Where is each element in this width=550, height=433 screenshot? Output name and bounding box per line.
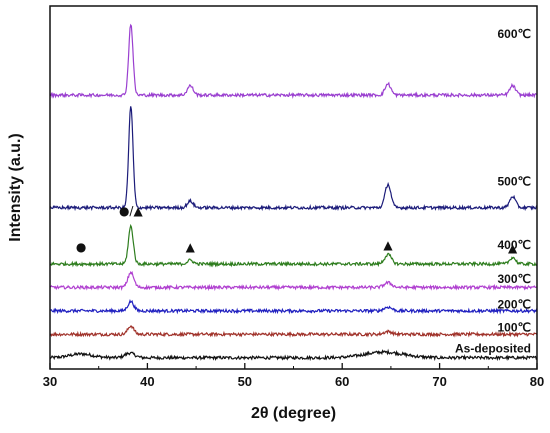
series-line-c500 — [49, 106, 538, 212]
annotations-layer: ● ●/▲ ▲ ▲ ▲ — [76, 204, 518, 255]
plot-frame — [49, 5, 538, 370]
series-label-c200: 200℃ — [498, 297, 532, 311]
series-line-as_deposited — [49, 348, 538, 362]
series-line-c200 — [49, 299, 538, 315]
x-tick-label: 60 — [335, 374, 349, 389]
series-line-c600 — [49, 23, 538, 99]
x-tick-label: 40 — [140, 374, 154, 389]
phase-marker: ▲ — [383, 238, 393, 252]
series-label-as_deposited: As-deposited — [455, 341, 531, 355]
phase-marker: ● — [76, 240, 86, 254]
series-line-c100 — [49, 325, 538, 339]
x-axis-title: 2θ (degree) — [251, 405, 336, 422]
series-label-c300: 300℃ — [498, 272, 532, 286]
series-label-c600: 600℃ — [498, 27, 532, 41]
series-labels-layer: As-deposited 100℃ 200℃ 300℃ 400℃ 500℃ 600℃ — [455, 27, 531, 355]
curves-layer — [49, 23, 538, 362]
x-tick-label: 80 — [530, 374, 544, 389]
series-label-c500: 500℃ — [498, 174, 532, 188]
x-tick-label: 30 — [43, 374, 57, 389]
series-label-c100: 100℃ — [498, 321, 532, 335]
series-label-c400: 400℃ — [498, 238, 532, 252]
series-line-c400 — [49, 223, 538, 268]
phase-marker: ●/▲ — [119, 204, 144, 218]
phase-marker: ▲ — [186, 240, 196, 254]
x-tick-label: 70 — [432, 374, 446, 389]
series-line-c300 — [49, 270, 538, 292]
x-tick-label: 50 — [238, 374, 252, 389]
x-axis-ticks: 30 40 50 60 70 80 — [43, 363, 544, 389]
phase-marker: ▲ — [508, 241, 518, 255]
y-axis-title: Intensity (a.u.) — [7, 133, 24, 241]
